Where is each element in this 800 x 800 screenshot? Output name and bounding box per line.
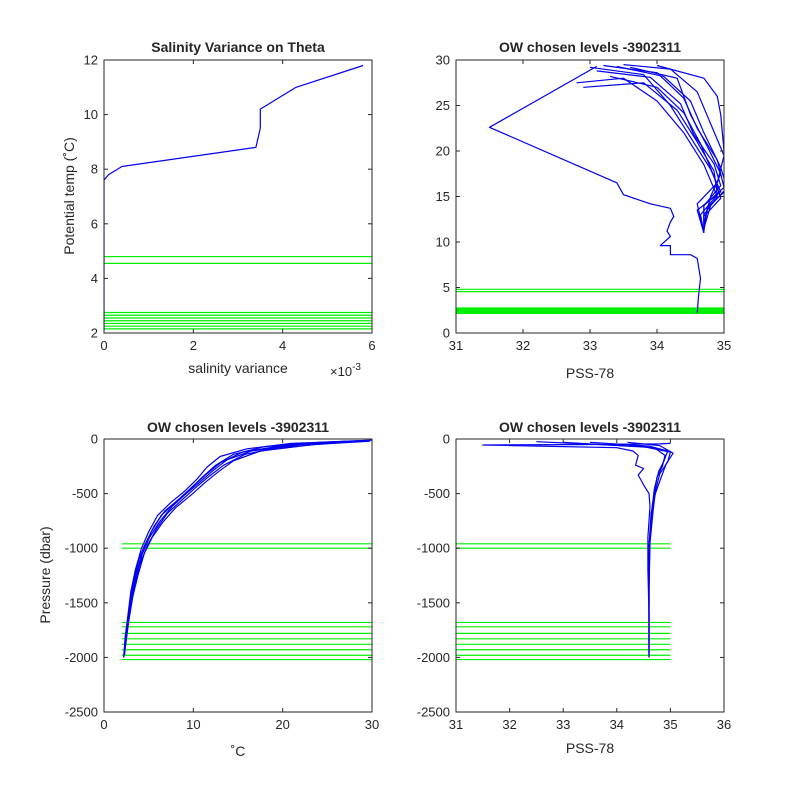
plot-area: 31 32 33 34 35 0 5 10 15 20 25 30	[436, 53, 732, 354]
profile-line	[123, 440, 346, 652]
profile-line	[482, 442, 671, 658]
y-tick-label: 25	[436, 98, 450, 113]
profile-line	[488, 65, 702, 314]
x-tick-label: 33	[556, 717, 570, 732]
x-tick-label: 32	[502, 717, 516, 732]
profile-line	[630, 66, 722, 224]
profile-line	[616, 65, 724, 232]
y-tick-label: -1000	[65, 541, 98, 556]
panel-pressure-temperature: OW chosen levels -3902311 ˚C Pressure (d…	[37, 419, 379, 759]
y-tick-label: 30	[436, 53, 450, 68]
x-tick-label: 34	[610, 717, 624, 732]
plot-content	[456, 441, 674, 661]
axes-frame	[103, 59, 373, 334]
profile-line	[623, 64, 724, 234]
x-tick-label: 34	[650, 338, 664, 353]
y-tick-label: -2000	[417, 650, 450, 665]
y-tick-label: -500	[72, 486, 98, 501]
y-tick-label: 10	[84, 107, 98, 122]
x-tick-label: 35	[717, 338, 731, 353]
chart-title: OW chosen levels -3902311	[147, 419, 329, 435]
plot-area: 31 32 33 34 35 36 -2500 -2000 -1500 -1000 -500 0	[417, 432, 731, 733]
x-tick-label: 36	[717, 717, 731, 732]
x-tick-label: 0	[100, 338, 107, 353]
axes-frame	[455, 438, 725, 713]
y-tick-label: 0	[443, 432, 450, 447]
y-axis-label: Potential temp (˚C)	[61, 137, 77, 254]
profile-line	[627, 441, 674, 656]
x-tick-label: 4	[279, 338, 286, 353]
panel-pressure-salinity: OW chosen levels -3902311 PSS-78 31 32 33 3…	[417, 419, 731, 756]
profile-line	[576, 77, 718, 229]
profile-line	[589, 66, 722, 234]
plot-content	[456, 64, 724, 315]
y-tick-label: 2	[91, 326, 98, 341]
x-tick-label: 31	[449, 717, 463, 732]
x-axis-label: PSS-78	[566, 365, 614, 381]
x-tick-label: 6	[368, 338, 375, 353]
y-tick-label: 10	[436, 235, 450, 250]
y-axis-label: Pressure (dbar)	[37, 526, 53, 623]
profile-line	[656, 64, 724, 229]
chart-title: OW chosen levels -3902311	[499, 39, 681, 55]
x-tick-label: 33	[583, 338, 597, 353]
y-tick-label: 6	[91, 216, 98, 231]
x-exponent-label: ×10-3	[330, 362, 361, 379]
axes-frame	[103, 438, 373, 713]
plot-content	[121, 439, 372, 661]
x-tick-label: 35	[663, 717, 677, 732]
panel-salinity-variance: Salinity Variance on Theta salinity vari…	[61, 39, 376, 379]
y-tick-label: -2500	[417, 705, 450, 720]
profile-line	[596, 70, 722, 232]
y-tick-label: 4	[91, 271, 98, 286]
x-tick-label: 32	[516, 338, 530, 353]
y-tick-label: 5	[443, 280, 450, 295]
profile-line	[104, 64, 364, 331]
y-tick-label: -1500	[65, 595, 98, 610]
x-tick-label: 20	[275, 717, 289, 732]
plot-area: 0 10 20 30 -2500 -2000 -1500 -1000 -500 0	[65, 432, 379, 733]
x-tick-label: 2	[190, 338, 197, 353]
y-tick-label: -2000	[65, 650, 98, 665]
y-tick-label: 15	[436, 189, 450, 204]
y-tick-label: -500	[424, 486, 450, 501]
y-tick-label: 0	[443, 326, 450, 341]
profile-line	[603, 64, 724, 233]
y-tick-label: -1000	[417, 541, 450, 556]
x-tick-label: 0	[100, 717, 107, 732]
y-tick-label: -1500	[417, 595, 450, 610]
y-tick-label: 12	[84, 53, 98, 68]
panel-theta-salinity: OW chosen levels -3902311 PSS-78 31 32 33 3…	[436, 39, 732, 381]
chart-title: Salinity Variance on Theta	[151, 39, 325, 55]
x-axis-label: PSS-78	[566, 740, 614, 756]
x-axis-label: ˚C	[231, 743, 246, 759]
x-tick-label: 31	[449, 338, 463, 353]
profile-line	[123, 440, 368, 658]
y-tick-label: 0	[91, 432, 98, 447]
y-tick-label: 20	[436, 144, 450, 159]
chart-title: OW chosen levels -3902311	[499, 419, 681, 435]
y-tick-label: -2500	[65, 705, 98, 720]
y-tick-label: 8	[91, 162, 98, 177]
x-axis-label: salinity variance	[188, 360, 288, 376]
profile-line	[123, 442, 337, 656]
x-tick-label: 10	[186, 717, 200, 732]
plot-content	[104, 64, 372, 331]
x-tick-label: 30	[365, 717, 379, 732]
